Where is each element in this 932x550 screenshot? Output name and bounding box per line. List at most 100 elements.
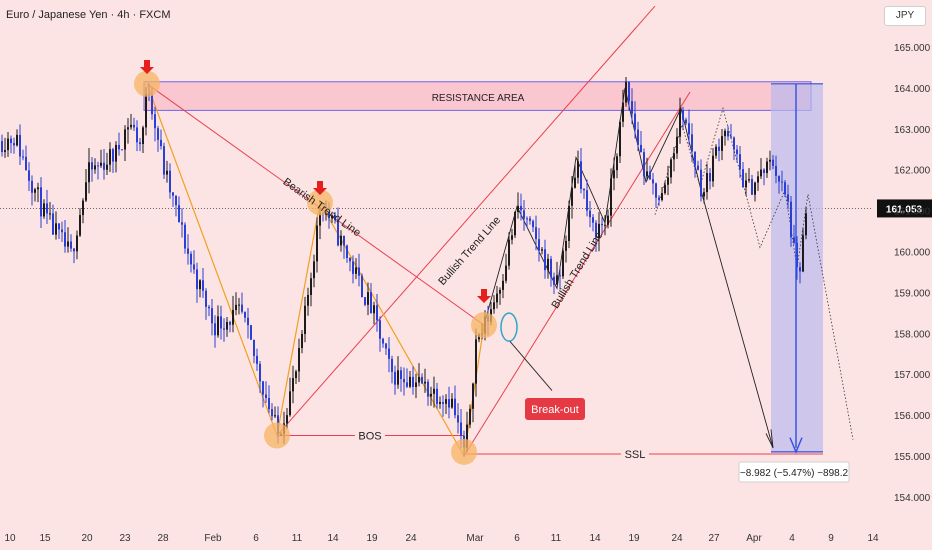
candle-body: [88, 162, 90, 183]
candle-body: [631, 101, 633, 114]
current-price-badge: [877, 199, 932, 218]
candle-body: [337, 219, 339, 246]
candle-body: [232, 309, 234, 325]
candle-body: [163, 146, 165, 175]
candle-body: [331, 215, 333, 219]
candle-body: [91, 162, 93, 170]
candle-body: [772, 159, 774, 166]
candle-body: [7, 138, 9, 151]
ssl-label: SSL: [625, 449, 646, 461]
candle-body: [25, 156, 27, 171]
swing-highlight-circle: [451, 438, 477, 465]
candle-body: [289, 391, 291, 416]
candle-body: [541, 249, 543, 251]
candle-body: [514, 212, 516, 236]
candle-body: [562, 250, 564, 277]
candle-body: [4, 150, 6, 153]
x-tick-label: 14: [867, 533, 879, 544]
candle-body: [361, 275, 363, 298]
candle-body: [268, 397, 270, 410]
candle-body: [712, 155, 714, 182]
candle-body: [286, 415, 288, 424]
currency-button[interactable]: JPY: [884, 6, 926, 26]
candle-body: [649, 171, 651, 180]
candle-body: [400, 370, 402, 379]
candle-body: [142, 127, 144, 145]
y-tick-label: 157.000: [894, 370, 931, 381]
candle-body: [259, 363, 261, 382]
x-axis: 10 15 20 23 28 Feb 6 11 14 19 24 Mar 6 11 14 19 24 27 Apr 4…: [4, 533, 879, 544]
candle-body: [121, 149, 123, 151]
candle-body: [628, 82, 630, 102]
bullish-trend-line-lower: [463, 91, 691, 457]
x-tick-label: 11: [551, 533, 562, 544]
candle-body: [85, 182, 87, 201]
x-tick-label: 6: [253, 533, 259, 544]
candle-body: [76, 235, 78, 252]
candle-body: [652, 179, 654, 184]
candle-body: [547, 258, 549, 271]
candle-body: [373, 305, 375, 314]
candle-body: [529, 218, 531, 221]
chart-drawings: [143, 5, 854, 458]
candle-body: [493, 302, 495, 310]
candle-body: [247, 317, 249, 326]
candle-body: [169, 170, 171, 193]
x-tick-label: 19: [366, 533, 378, 544]
breakout-badge-text: Break-out: [531, 404, 579, 416]
candle-body: [409, 376, 411, 387]
candle-body: [745, 180, 747, 188]
candle-body: [106, 164, 108, 170]
candle-body: [583, 188, 585, 191]
candle-body: [502, 280, 504, 290]
candle-body: [433, 388, 435, 394]
measure-label-box: [738, 461, 850, 483]
candle-body: [262, 381, 264, 395]
candle-body: [166, 170, 168, 175]
candle-body: [295, 371, 297, 379]
candle-body: [238, 304, 240, 306]
candle-body: [538, 239, 540, 251]
candle-body: [586, 190, 588, 211]
candle-body: [769, 159, 771, 162]
candle-body: [703, 192, 705, 197]
red-arrow-marker: [313, 181, 327, 195]
candle-body: [100, 162, 102, 166]
x-tick-label: 27: [708, 533, 720, 544]
candle-body: [385, 343, 387, 349]
candle-body: [226, 321, 228, 330]
breakout-ellipse: [500, 312, 518, 342]
candle-body: [202, 280, 204, 291]
candle-body: [517, 205, 519, 213]
candle-body: [670, 159, 672, 178]
candle-body: [217, 316, 219, 336]
candle-body: [382, 338, 384, 344]
candle-body: [688, 123, 690, 135]
candle-body: [379, 320, 381, 339]
candle-body: [328, 212, 330, 219]
candle-body: [13, 143, 15, 146]
candle-body: [115, 144, 117, 162]
candle-body: [454, 398, 456, 416]
y-tick-label: 161.000: [894, 207, 931, 218]
candle-body: [730, 136, 732, 138]
candle-body: [181, 222, 183, 225]
candle-body: [220, 316, 222, 329]
candle-body: [736, 149, 738, 155]
candle-body: [304, 305, 306, 334]
candle-body: [154, 114, 156, 129]
candle-body: [679, 109, 681, 137]
swing-highlight-circle: [471, 312, 497, 339]
candle-body: [70, 241, 72, 249]
candle-body: [1, 141, 3, 153]
candle-body: [250, 325, 252, 340]
candle-body: [472, 383, 474, 409]
candle-body: [760, 169, 762, 177]
x-tick-label: 28: [157, 533, 169, 544]
x-tick-label: 23: [119, 533, 131, 544]
candle-body: [229, 321, 231, 325]
chart-title: Euro / Japanese Yen · 4h · FXCM: [6, 9, 171, 21]
candle-body: [40, 187, 42, 217]
candle-body: [658, 197, 660, 200]
